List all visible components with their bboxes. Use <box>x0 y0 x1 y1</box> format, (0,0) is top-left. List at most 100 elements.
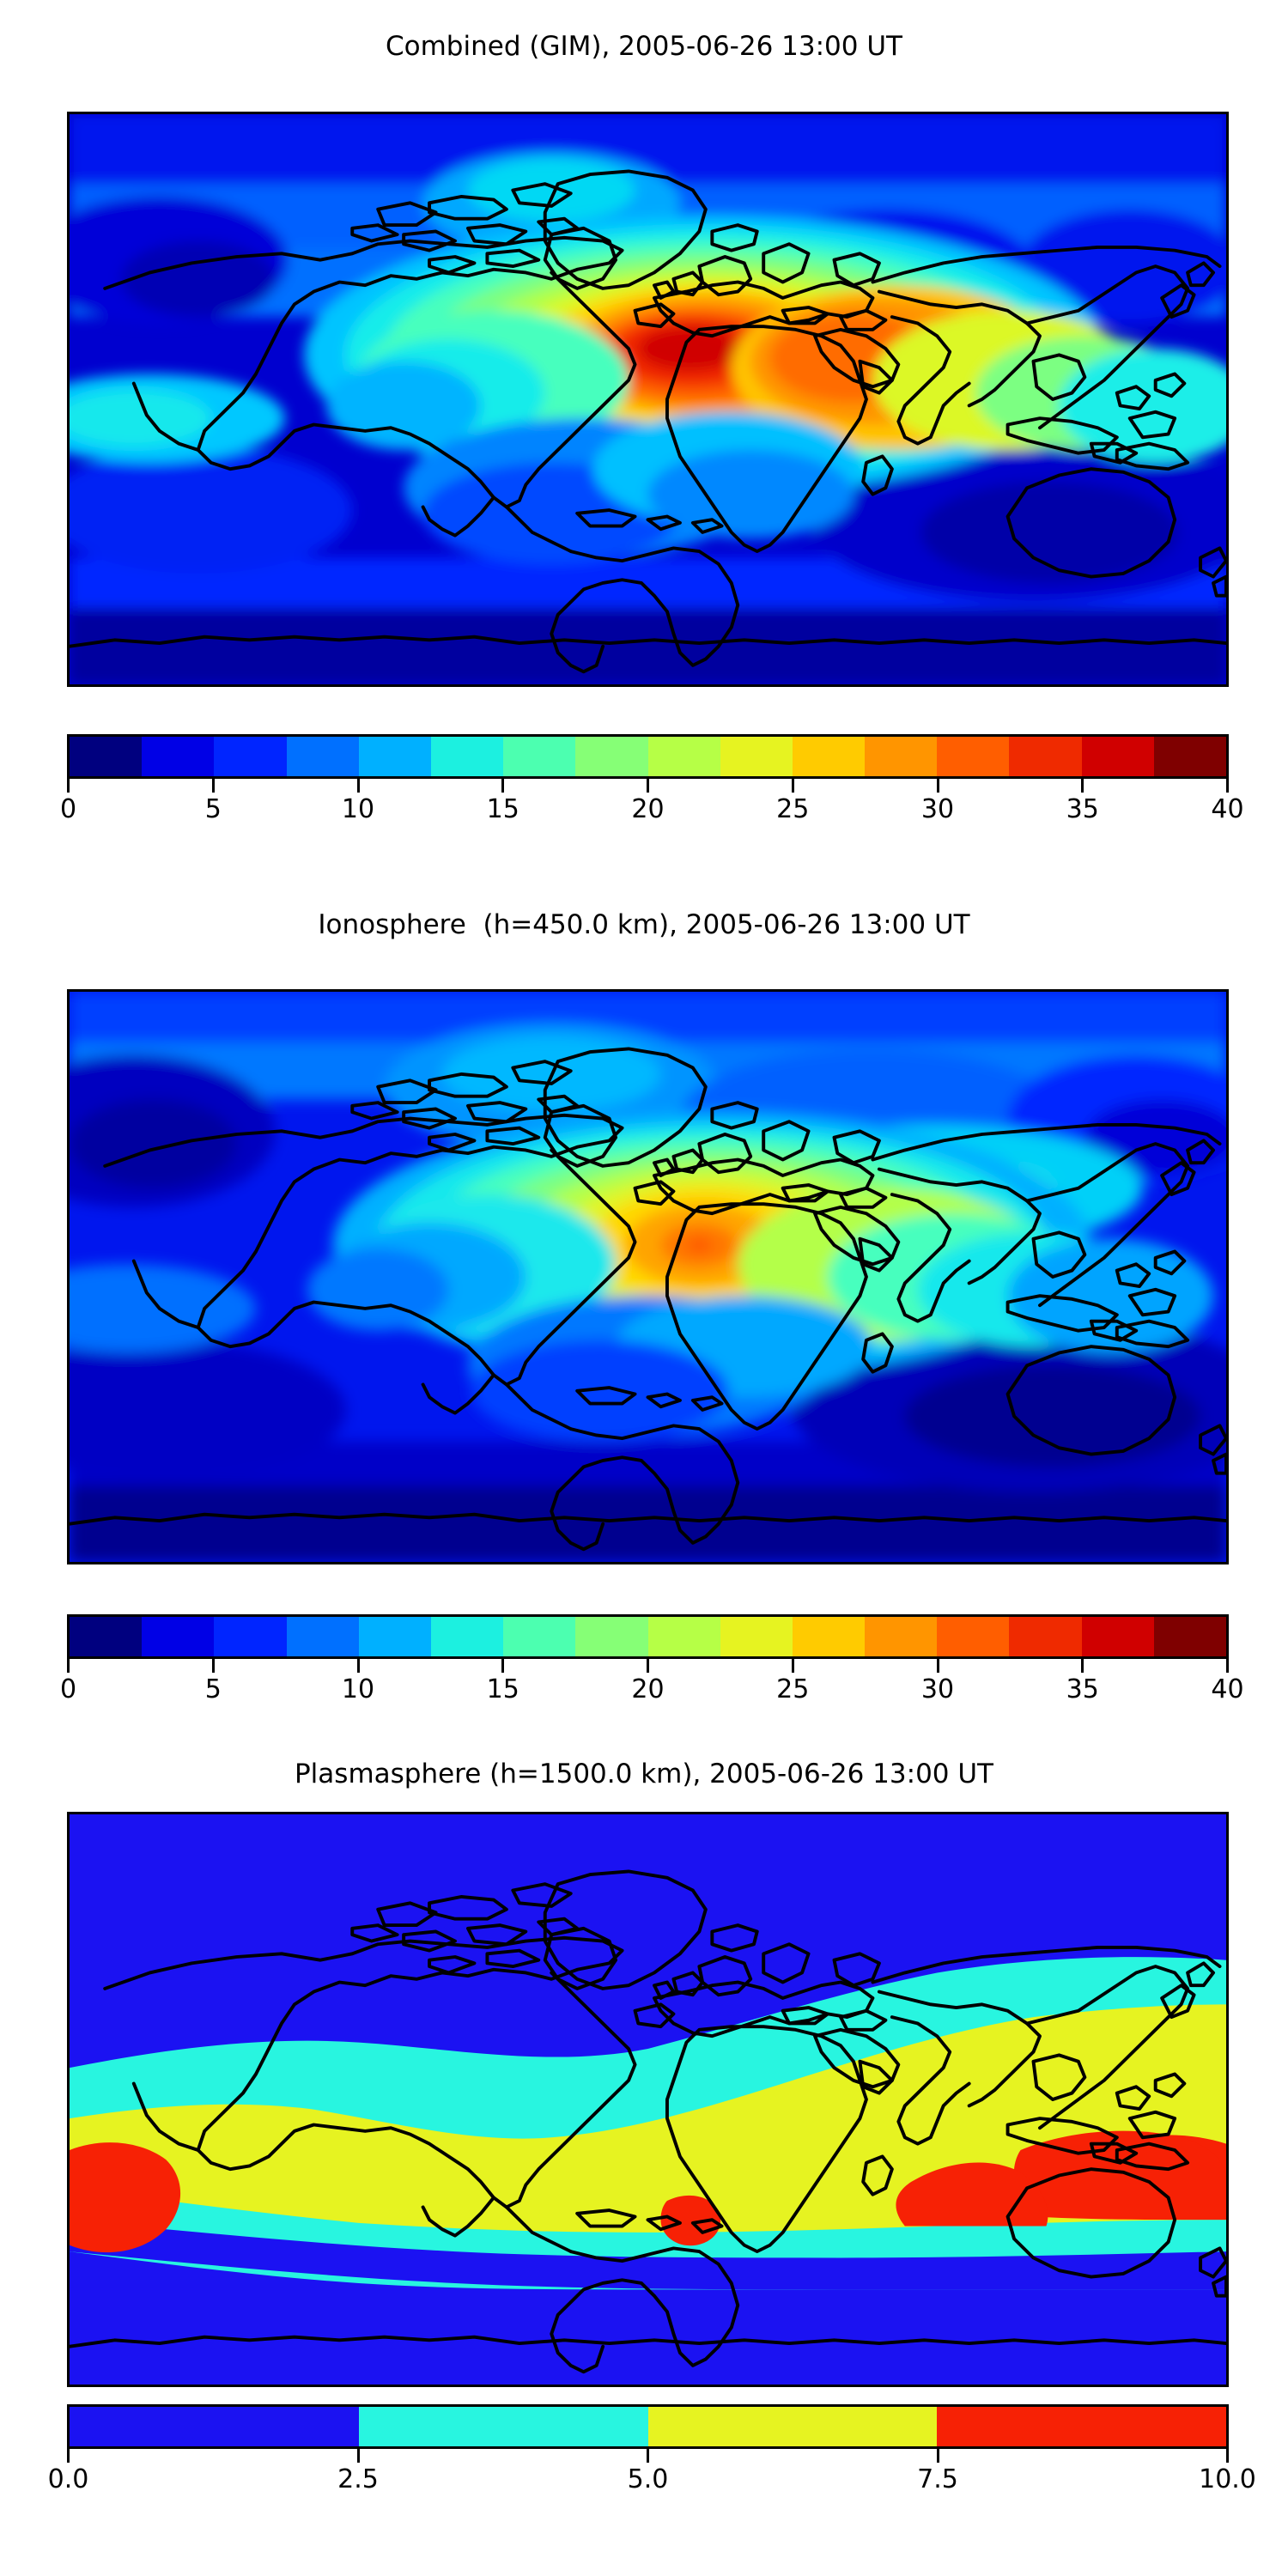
cbar-combined-ticks <box>67 779 1229 794</box>
colorbar-band-14 <box>1081 737 1154 776</box>
plasmasphere-map <box>67 1812 1229 2387</box>
colorbar-tick-4 <box>1226 2449 1229 2463</box>
colorbar-band-0 <box>70 1617 143 1656</box>
colorbar-band-13 <box>1009 737 1082 776</box>
colorbar-tick-4 <box>647 779 649 793</box>
colorbar-tick-label-0: 0 <box>59 794 77 824</box>
colorbar-tick-0 <box>67 2449 70 2463</box>
colorbar-tick-label-7: 35 <box>1066 1674 1099 1704</box>
ionosphere-map <box>67 989 1229 1564</box>
cbar-combined: 0 5 10 15 20 25 30 35 40 <box>60 734 1244 830</box>
cbar-plasmasphere: 0.0 2.5 5.0 7.5 10.0 <box>48 2404 1256 2500</box>
colorbar-tick-7 <box>1081 1659 1084 1673</box>
colorbar-tick-label-2: 10 <box>341 1674 375 1704</box>
colorbar-tick-label-8: 40 <box>1211 794 1244 824</box>
colorbar-tick-label-3: 15 <box>486 1674 519 1704</box>
colorbar-band-10 <box>792 1617 866 1656</box>
colorbar-tick-label-3: 7.5 <box>917 2464 958 2494</box>
colorbar-band-4 <box>358 1617 431 1656</box>
colorbar-tick-1 <box>356 2449 360 2463</box>
colorbar-tick-label-3: 15 <box>486 794 519 824</box>
colorbar-band-2 <box>214 737 287 776</box>
coastlines <box>70 169 1226 674</box>
combined-gim-map <box>67 112 1229 687</box>
colorbar-tick-label-1: 2.5 <box>337 2464 379 2494</box>
colorbar-tick-1 <box>211 779 215 793</box>
colorbar-band-1 <box>142 1617 215 1656</box>
colorbar-tick-2 <box>356 779 360 793</box>
colorbar-tick-2 <box>356 1659 360 1673</box>
colorbar-tick-label-5: 25 <box>776 794 810 824</box>
colorbar-band-8 <box>647 737 720 776</box>
colorbar-tick-label-5: 25 <box>776 1674 810 1704</box>
colorbar-tick-3 <box>936 2449 939 2463</box>
colorbar-band-1 <box>358 2407 648 2446</box>
colorbar-tick-label-4: 20 <box>631 794 665 824</box>
colorbar-band-7 <box>575 737 648 776</box>
colorbar-band-9 <box>720 1617 793 1656</box>
cbar-ionosphere-bar <box>67 1614 1229 1659</box>
colorbar-tick-2 <box>647 2449 649 2463</box>
colorbar-band-2 <box>214 1617 287 1656</box>
colorbar-tick-label-8: 40 <box>1211 1674 1244 1704</box>
colorbar-band-12 <box>937 1617 1010 1656</box>
colorbar-tick-7 <box>1081 779 1084 793</box>
colorbar-band-10 <box>792 737 866 776</box>
cbar-combined-bar <box>67 734 1229 779</box>
colorbar-tick-label-4: 10.0 <box>1199 2464 1256 2494</box>
colorbar-band-0 <box>70 737 143 776</box>
colorbar-tick-1 <box>211 1659 215 1673</box>
cbar-ionosphere: 0 5 10 15 20 25 30 35 40 <box>60 1614 1244 1710</box>
colorbar-band-3 <box>937 2407 1226 2446</box>
colorbar-band-12 <box>937 737 1010 776</box>
colorbar-tick-4 <box>647 1659 649 1673</box>
colorbar-band-11 <box>865 1617 938 1656</box>
colorbar-band-8 <box>647 1617 720 1656</box>
colorbar-tick-0 <box>67 779 70 793</box>
colorbar-band-9 <box>720 737 793 776</box>
colorbar-band-6 <box>503 737 576 776</box>
colorbar-tick-label-0: 0.0 <box>47 2464 89 2494</box>
cbar-plasmasphere-labels: 0.0 2.5 5.0 7.5 10.0 <box>48 2464 1256 2500</box>
colorbar-band-3 <box>286 1617 359 1656</box>
colorbar-tick-label-2: 10 <box>341 794 375 824</box>
colorbar-tick-label-6: 30 <box>920 1674 955 1704</box>
ionosphere-contours <box>70 992 1226 1562</box>
cbar-plasmasphere-bar <box>67 2404 1229 2449</box>
combined-gim-contours <box>70 114 1226 684</box>
colorbar-band-14 <box>1081 1617 1154 1656</box>
colorbar-band-6 <box>503 1617 576 1656</box>
colorbar-band-15 <box>1153 737 1226 776</box>
colorbar-band-1 <box>142 737 215 776</box>
combined-gim-title: Combined (GIM), 2005-06-26 13:00 UT <box>386 31 902 62</box>
colorbar-tick-label-1: 5 <box>204 794 222 824</box>
cbar-ionosphere-ticks <box>67 1659 1229 1674</box>
colorbar-tick-label-6: 30 <box>920 794 955 824</box>
colorbar-band-2 <box>647 2407 938 2446</box>
colorbar-band-15 <box>1153 1617 1226 1656</box>
colorbar-band-13 <box>1009 1617 1082 1656</box>
colorbar-tick-0 <box>67 1659 70 1673</box>
colorbar-tick-3 <box>501 1659 505 1673</box>
cbar-combined-labels: 0 5 10 15 20 25 30 35 40 <box>60 794 1244 830</box>
colorbar-tick-label-7: 35 <box>1066 794 1099 824</box>
coastlines <box>70 1047 1226 1552</box>
colorbar-band-3 <box>286 737 359 776</box>
colorbar-tick-8 <box>1226 779 1229 793</box>
colorbar-tick-6 <box>936 1659 939 1673</box>
colorbar-tick-5 <box>791 779 794 793</box>
coastlines <box>70 1869 1226 2374</box>
ionosphere-title: Ionosphere (h=450.0 km), 2005-06-26 13:0… <box>318 909 970 940</box>
colorbar-tick-3 <box>501 779 505 793</box>
colorbar-band-11 <box>865 737 938 776</box>
cbar-plasmasphere-ticks <box>67 2449 1229 2464</box>
colorbar-band-0 <box>70 2407 359 2446</box>
colorbar-tick-label-1: 5 <box>204 1674 222 1704</box>
cbar-ionosphere-labels: 0 5 10 15 20 25 30 35 40 <box>60 1674 1244 1710</box>
plasmasphere-title: Plasmasphere (h=1500.0 km), 2005-06-26 1… <box>294 1759 993 1789</box>
colorbar-tick-6 <box>936 779 939 793</box>
colorbar-tick-8 <box>1226 1659 1229 1673</box>
colorbar-tick-label-4: 20 <box>631 1674 665 1704</box>
colorbar-tick-5 <box>791 1659 794 1673</box>
